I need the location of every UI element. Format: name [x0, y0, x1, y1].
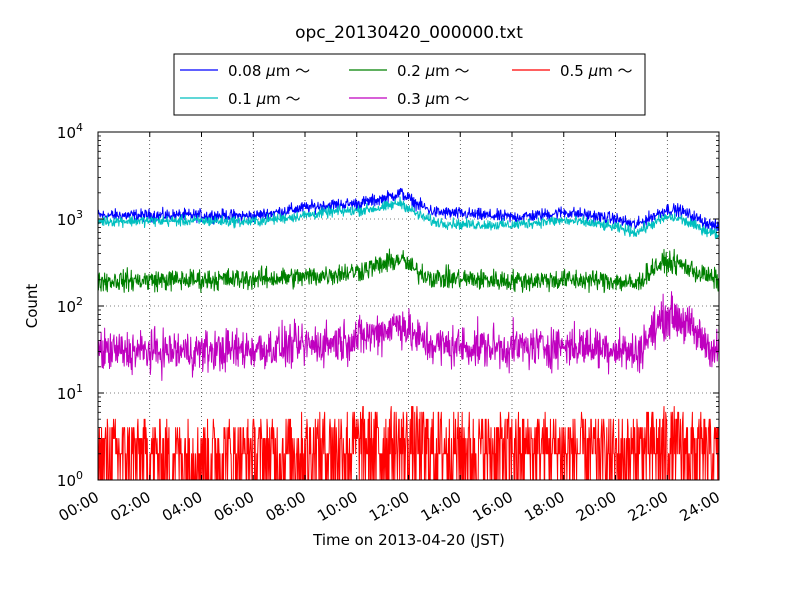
x-axis-label: Time on 2013-04-20 (JST) — [312, 531, 505, 549]
legend-label: 0.5 μm ～ — [560, 62, 633, 80]
legend: 0.08 μm ～ 0.1 μm ～ 0.2 μm ～ 0.3 μm ～ 0.5 μm … — [173, 53, 646, 116]
chart-title: opc_20130420_000000.txt — [295, 23, 523, 43]
legend-label: 0.1 μm ～ — [228, 90, 301, 108]
y-axis-label: Count — [23, 284, 41, 329]
series-line — [97, 291, 720, 381]
legend-label: 0.2 μm ～ — [397, 62, 470, 80]
series-layer — [97, 187, 720, 481]
legend-frame — [173, 53, 646, 116]
legend-label: 0.3 μm ～ — [397, 90, 470, 108]
series-line — [97, 248, 720, 294]
legend-label: 0.08 μm ～ — [228, 62, 310, 80]
plot-area — [97, 131, 720, 481]
plot-background — [98, 132, 719, 480]
series-line — [97, 196, 720, 240]
ticks — [97, 131, 720, 481]
